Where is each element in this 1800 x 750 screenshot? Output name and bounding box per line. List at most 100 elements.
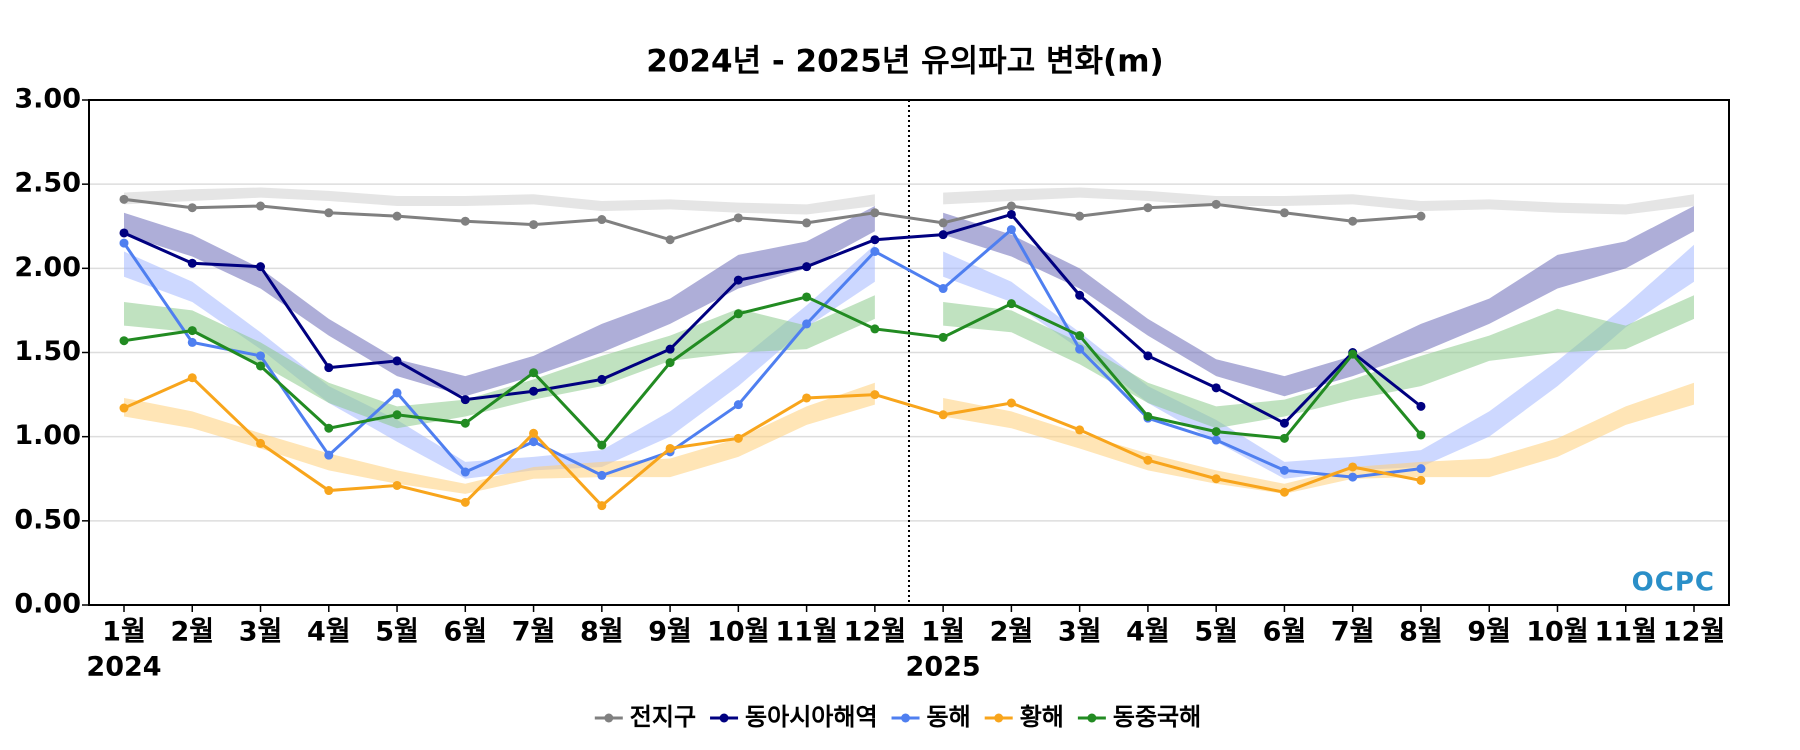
x-tick-label: 9월 [1467, 617, 1511, 648]
legend-label: 황해 [1020, 703, 1064, 731]
legend-item: 동해 [891, 703, 971, 731]
legend-label: 전지구 [630, 703, 696, 731]
series-point [938, 218, 948, 228]
series-point [1006, 209, 1016, 219]
year-label: 2024 [86, 652, 161, 683]
series-point [1348, 349, 1358, 359]
series-point [1416, 464, 1426, 474]
series-point [460, 216, 470, 226]
x-tick-label: 10월 [707, 617, 769, 648]
legend-dot [1087, 713, 1097, 723]
series-point [733, 400, 743, 410]
series-point [802, 393, 812, 403]
series-point [529, 368, 539, 378]
series-point [187, 203, 197, 213]
legend-label: 동중국해 [1113, 703, 1201, 731]
legend-dot [719, 713, 729, 723]
series-point [1143, 411, 1153, 421]
series-point [1075, 425, 1085, 435]
series-point [1143, 351, 1153, 361]
series-point [1416, 475, 1426, 485]
series-point [529, 386, 539, 396]
series-point [597, 470, 607, 480]
series-point [324, 363, 334, 373]
series-line [123, 212, 1422, 426]
range-band [943, 206, 1694, 397]
series-point [119, 238, 129, 248]
series-point [870, 324, 880, 334]
x-tick-label: 6월 [1263, 617, 1307, 648]
legend-item: 동중국해 [1077, 703, 1201, 731]
legend-label: 동아시아해역 [745, 703, 877, 731]
series-point [392, 356, 402, 366]
series-point [256, 351, 266, 361]
plot-frame [88, 99, 1730, 606]
series-line [123, 197, 1422, 242]
series-point [1348, 462, 1358, 472]
series-line [123, 375, 1422, 508]
series-point [1348, 472, 1358, 482]
series-point [324, 450, 334, 460]
x-tick-label: 6월 [443, 617, 487, 648]
x-tick-label: 3월 [1058, 617, 1102, 648]
series-point [597, 215, 607, 225]
series-point [460, 395, 470, 405]
series-point [1075, 290, 1085, 300]
y-tick-label: 2.50 [14, 168, 81, 199]
range-band [943, 187, 1694, 215]
x-tick-label: 5월 [375, 617, 419, 648]
x-tick-label: 9월 [648, 617, 692, 648]
series-point [1006, 201, 1016, 211]
series-point [392, 410, 402, 420]
series-point [324, 423, 334, 433]
series-point [1211, 383, 1221, 393]
x-tick-label: 7월 [512, 617, 556, 648]
series-point [665, 443, 675, 453]
series-point [1211, 427, 1221, 437]
series-point [1075, 211, 1085, 221]
series-point [529, 220, 539, 230]
legend-dot [901, 713, 911, 723]
year-label: 2025 [906, 652, 981, 683]
series-point [1211, 474, 1221, 484]
series-point [870, 247, 880, 256]
series-point [529, 437, 539, 447]
x-tick-label: 1월 [921, 617, 965, 648]
x-tick-label: 8월 [580, 617, 624, 648]
series-point [1416, 211, 1426, 221]
series-point [460, 497, 470, 507]
range-band [124, 295, 875, 429]
series-point [802, 292, 812, 302]
legend-item: 황해 [984, 703, 1064, 731]
x-tick-label: 12월 [1663, 617, 1725, 648]
series-point [938, 230, 948, 240]
series-point [460, 467, 470, 477]
series-point [870, 235, 880, 245]
series-point [1075, 344, 1085, 354]
series-point [256, 438, 266, 448]
series-point [802, 218, 812, 228]
x-tick-label: 10월 [1526, 617, 1588, 648]
range-band [124, 244, 875, 479]
series-point [187, 326, 197, 336]
series-point [1006, 225, 1016, 235]
legend-dot [604, 713, 614, 723]
series-point [1279, 465, 1289, 475]
series-point [1416, 401, 1426, 411]
chart-title: 2024년 - 2025년 유의파고 변화(m) [646, 44, 1163, 80]
series-point [187, 337, 197, 347]
range-band [124, 206, 875, 397]
series-point [256, 201, 266, 211]
x-tick-label: 12월 [844, 617, 906, 648]
series-line [123, 295, 1423, 448]
x-tick-label: 1월 [102, 617, 146, 648]
x-tick-label: 4월 [307, 617, 351, 648]
x-tick-label: 3월 [239, 617, 283, 648]
x-tick-label: 5월 [1194, 617, 1238, 648]
y-tick-label: 1.50 [14, 336, 81, 367]
y-tick-label: 2.00 [14, 252, 81, 283]
series-point [1006, 398, 1016, 408]
series-point [324, 208, 334, 218]
series-point [1279, 487, 1289, 497]
